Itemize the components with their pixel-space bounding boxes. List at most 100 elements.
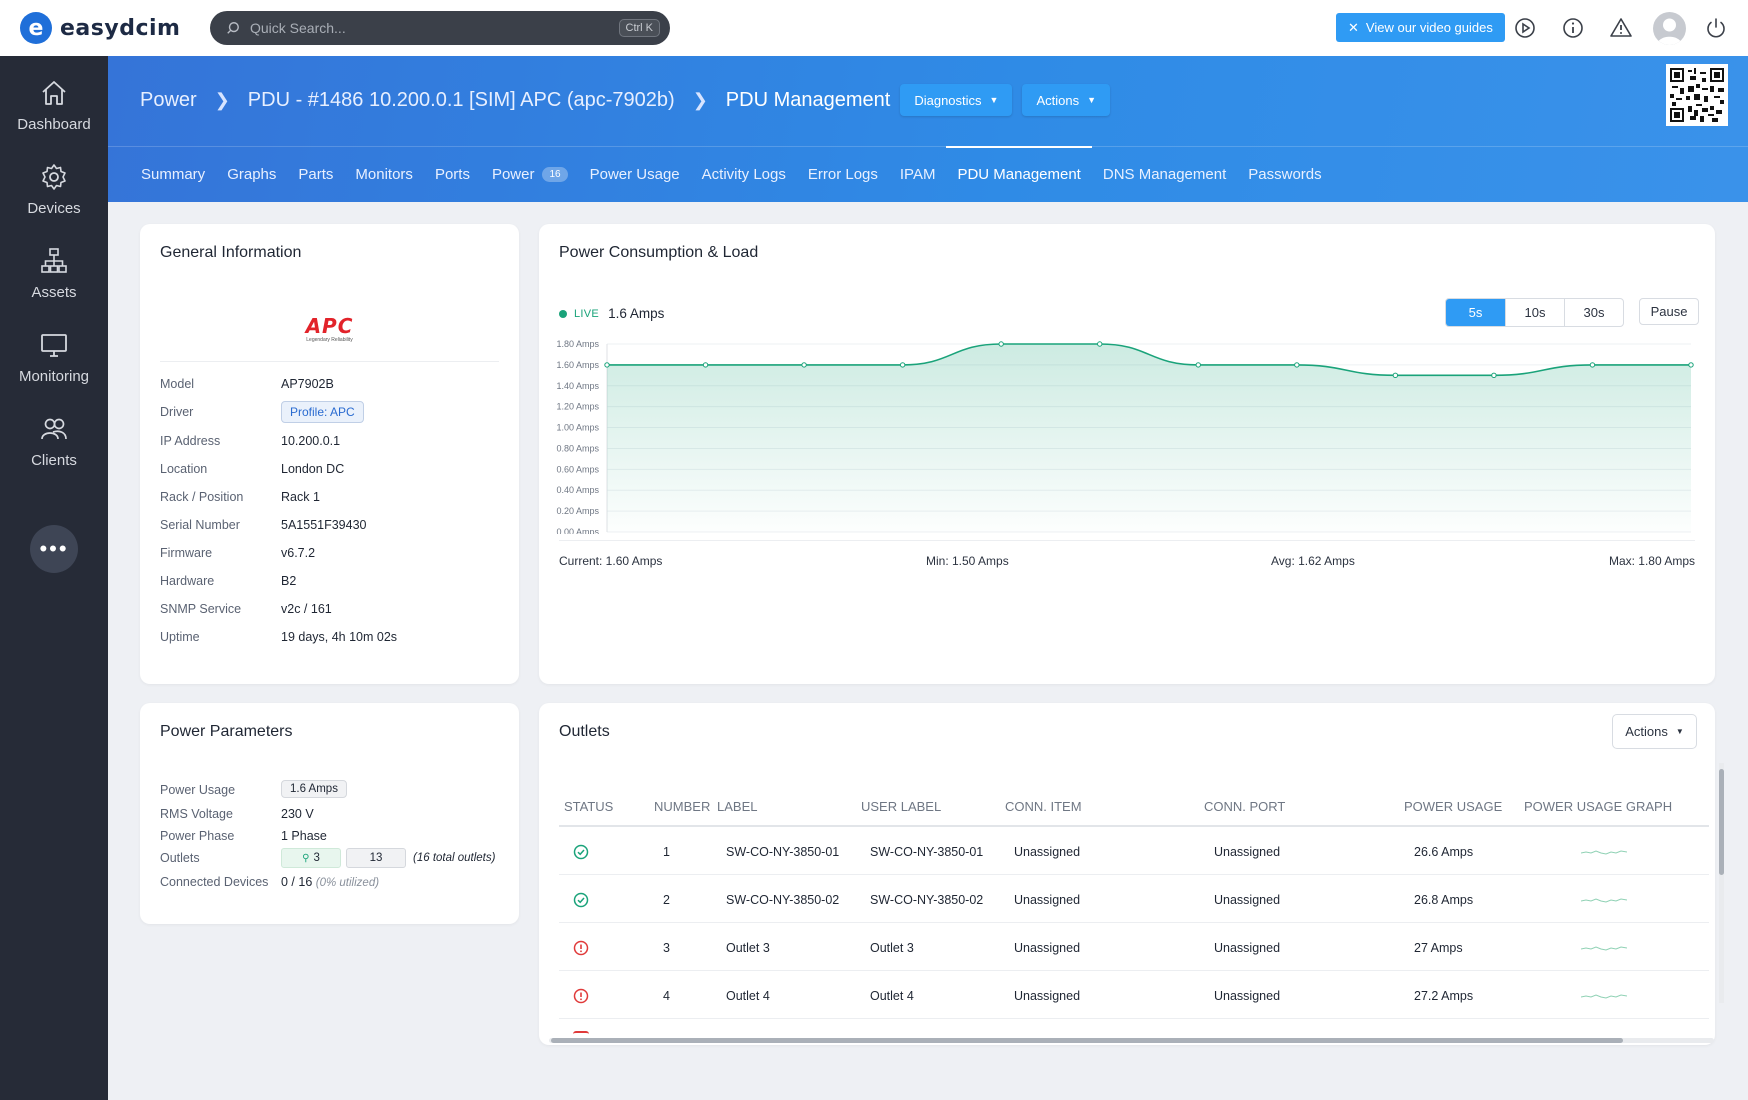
driver-pill[interactable]: Profile: APC <box>281 401 364 423</box>
tab-pdu-management[interactable]: PDU Management <box>946 146 1093 202</box>
sidebar-item-label: Dashboard <box>17 116 91 133</box>
divider <box>160 361 499 362</box>
chart-point[interactable] <box>604 362 610 368</box>
tab-activity-logs[interactable]: Activity Logs <box>701 166 786 183</box>
app-logo[interactable]: e easydcim <box>20 12 180 44</box>
outlets-actions-button[interactable]: Actions ▼ <box>1612 714 1697 749</box>
column-header-power-usage[interactable]: POWER USAGE <box>1404 799 1503 814</box>
y-tick-label: 1.00 Amps <box>556 423 599 433</box>
power-chart: 0.00 Amps 0.20 Amps 0.40 Amps 0.60 Amps 0.80… <box>556 339 1694 534</box>
more-button[interactable]: ••• <box>30 525 78 573</box>
card-title: Outlets <box>559 723 610 740</box>
hierarchy-icon <box>41 248 67 273</box>
outlets-on-pill[interactable]: ⚲ 3 <box>281 848 341 868</box>
quick-search[interactable]: Quick Search... Ctrl K <box>210 11 670 45</box>
chart-point[interactable] <box>801 362 807 368</box>
sidebar-item-label: Clients <box>31 452 77 469</box>
sidebar-item-devices[interactable]: Devices <box>0 162 108 217</box>
diagnostics-button[interactable]: Diagnostics ▼ <box>900 84 1013 116</box>
actions-button[interactable]: Actions ▼ <box>1022 84 1111 116</box>
qr-code[interactable] <box>1666 64 1728 126</box>
close-icon[interactable]: ✕ <box>1348 19 1359 35</box>
avatar[interactable] <box>1653 12 1686 45</box>
sidebar-item-dashboard[interactable]: Dashboard <box>0 78 108 133</box>
cell-usage: 27 Amps <box>1414 941 1463 955</box>
pause-button[interactable]: Pause <box>1639 298 1699 325</box>
chart-point[interactable] <box>1491 372 1497 379</box>
tab-power-usage[interactable]: Power Usage <box>589 166 680 183</box>
apc-logo-tagline: Legendary Reliability <box>306 337 353 343</box>
utilization-note: (0% utilized) <box>315 877 380 889</box>
sidebar-item-assets[interactable]: Assets <box>0 246 108 301</box>
chart-point[interactable] <box>1294 362 1300 368</box>
chart-point[interactable] <box>702 362 709 368</box>
tab-parts[interactable]: Parts <box>298 166 334 183</box>
column-header-conn-item[interactable]: CONN. ITEM <box>1005 799 1082 814</box>
power-icon[interactable] <box>1704 16 1728 40</box>
interval-30s-button[interactable]: 30s <box>1564 299 1623 326</box>
chart-point[interactable] <box>1688 362 1694 368</box>
info-value: Rack 1 <box>281 490 320 504</box>
driver-value: Profile: APC <box>281 401 364 423</box>
logo-text: easydcim <box>60 15 181 41</box>
logo-mark: e <box>20 12 52 44</box>
check-circle-icon <box>573 844 589 860</box>
check-circle-icon <box>573 892 589 908</box>
column-header-label[interactable]: LABEL <box>717 799 758 814</box>
card-title: General Information <box>160 244 302 261</box>
tab-error-logs[interactable]: Error Logs <box>807 166 878 183</box>
rms-voltage-value: 230 V <box>281 807 314 821</box>
chevron-right-icon: ❯ <box>214 89 230 110</box>
tab-passwords[interactable]: Passwords <box>1248 166 1322 183</box>
sidebar-item-clients[interactable]: Clients <box>0 414 108 469</box>
chart-point[interactable] <box>1589 362 1596 368</box>
page-title: PDU Management <box>725 88 891 111</box>
horizontal-scrollbar[interactable] <box>551 1038 1623 1043</box>
info-label: IP Address <box>160 434 221 448</box>
tab-monitors[interactable]: Monitors <box>355 166 413 183</box>
vertical-scrollbar[interactable] <box>1719 769 1724 875</box>
breadcrumb-device[interactable]: PDU - #1486 10.200.0.1 [SIM] APC (apc-79… <box>247 88 675 111</box>
tab-power[interactable]: Power 16 <box>481 147 579 202</box>
chart-point[interactable] <box>1097 341 1103 347</box>
video-guides-button[interactable]: ✕ View our video guides <box>1336 13 1505 42</box>
column-header-status[interactable]: STATUS <box>564 799 614 814</box>
info-label: Rack / Position <box>160 490 244 504</box>
info-icon[interactable] <box>1561 16 1585 40</box>
play-icon[interactable] <box>1513 16 1537 40</box>
y-tick-label: 1.40 Amps <box>556 381 599 391</box>
cell-number: 1 <box>663 845 670 859</box>
cell-label: SW-CO-NY-3850-01 <box>726 845 840 859</box>
column-header-user-label[interactable]: USER LABEL <box>861 799 942 814</box>
y-tick-label: 0.40 Amps <box>556 485 599 495</box>
breadcrumb-power[interactable]: Power <box>140 88 197 111</box>
outlets-off-pill[interactable]: 13 <box>346 848 406 868</box>
breadcrumb: Power ❯ PDU - #1486 10.200.0.1 [SIM] APC… <box>140 84 1111 116</box>
tab-summary[interactable]: Summary <box>141 166 206 183</box>
tab-graphs[interactable]: Graphs <box>227 166 277 183</box>
chart-point[interactable] <box>1392 372 1399 379</box>
tab-ports[interactable]: Ports <box>434 166 470 183</box>
interval-5s-button[interactable]: 5s <box>1446 299 1505 326</box>
chart-point[interactable] <box>998 341 1004 347</box>
search-input[interactable]: Quick Search... <box>250 20 346 36</box>
stat-current: Current: 1.60 Amps <box>559 554 663 568</box>
interval-10s-button[interactable]: 10s <box>1505 299 1564 326</box>
column-header-conn-port[interactable]: CONN. PORT <box>1204 799 1286 814</box>
column-header-power-usage-graph[interactable]: POWER USAGE GRAPH <box>1524 799 1673 814</box>
connected-devices-count: 0 / 16 <box>281 875 313 889</box>
sidebar-item-monitoring[interactable]: Monitoring <box>0 330 108 385</box>
tab-dns-management[interactable]: DNS Management <box>1102 166 1227 183</box>
chart-point[interactable] <box>899 362 906 368</box>
outlets-actions-label: Actions <box>1625 724 1668 739</box>
warning-icon[interactable] <box>1609 16 1633 40</box>
plug-icon: ⚲ <box>302 852 310 864</box>
cell-number: 4 <box>663 989 670 1003</box>
column-header-number[interactable]: NUMBER <box>654 799 711 814</box>
cell-usage: 26.8 Amps <box>1414 893 1474 907</box>
chart-point[interactable] <box>1195 362 1201 368</box>
vertical-scrollbar-track[interactable] <box>1719 763 1724 1003</box>
cell-item: Unassigned <box>1014 845 1081 859</box>
info-label: Serial Number <box>160 518 240 532</box>
tab-ipam[interactable]: IPAM <box>899 166 936 183</box>
